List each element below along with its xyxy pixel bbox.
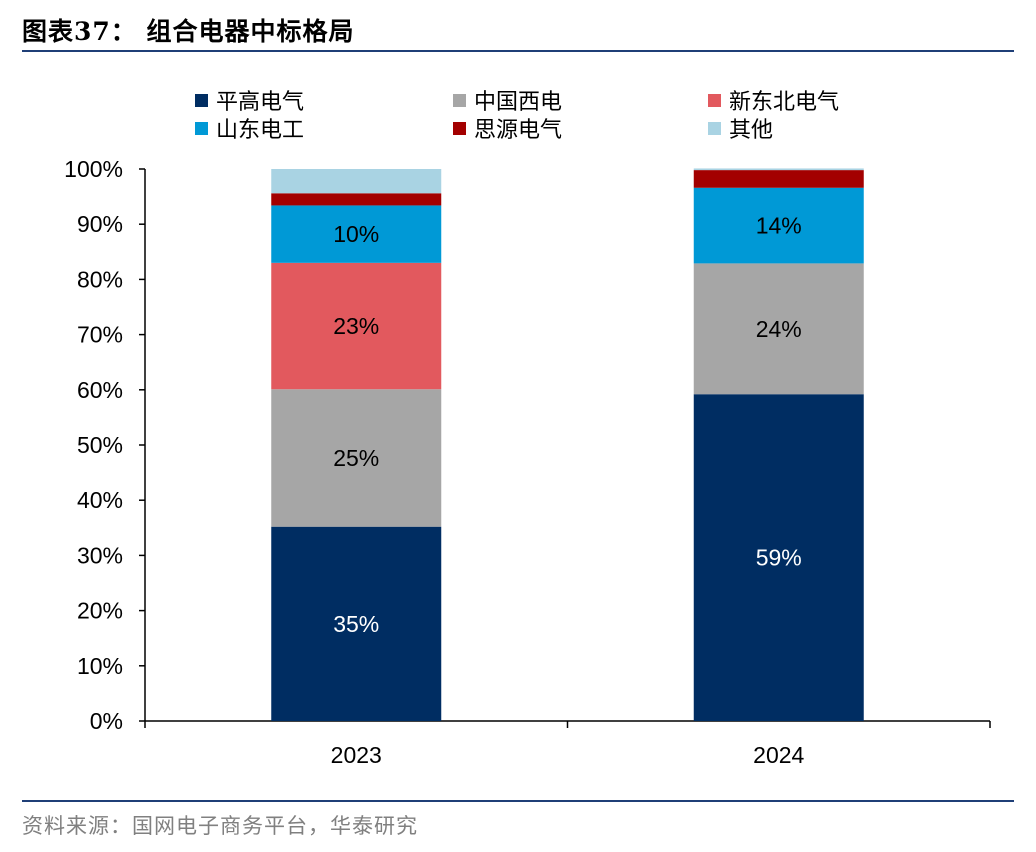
data-label: 14%	[756, 213, 802, 239]
legend-swatch	[708, 93, 721, 107]
x-tick-label: 2024	[753, 742, 804, 768]
legend-swatch	[453, 121, 466, 135]
legend-item-xindongbei: 新东北电气	[708, 84, 839, 116]
data-label: 35%	[333, 611, 379, 637]
y-tick-label: 50%	[77, 432, 123, 458]
data-label: 10%	[333, 221, 379, 247]
y-tick-label: 0%	[90, 708, 123, 734]
y-tick-label: 60%	[77, 377, 123, 403]
legend-item-other: 其他	[708, 112, 773, 144]
legend-swatch	[195, 93, 208, 107]
bottom-rule	[22, 800, 1014, 802]
bar-segment	[271, 169, 442, 194]
data-label: 23%	[333, 313, 379, 339]
y-tick-label: 100%	[64, 156, 123, 182]
legend-label: 思源电气	[474, 118, 563, 143]
legend-swatch	[195, 121, 208, 135]
y-tick-label: 80%	[77, 266, 123, 292]
bar-segment	[271, 193, 442, 206]
bar-segment	[693, 170, 864, 188]
bar-segment	[271, 205, 442, 263]
legend-label: 新东北电气	[729, 90, 840, 115]
bar-segment	[693, 394, 864, 721]
legend-swatch	[708, 121, 721, 135]
y-tick-label: 90%	[77, 211, 123, 237]
x-tick-label: 2023	[331, 742, 382, 768]
top-rule	[22, 50, 1014, 52]
legend-item-pinggao: 平高电气	[195, 84, 304, 116]
legend-item-shandong: 山东电工	[195, 112, 304, 144]
y-tick-label: 30%	[77, 542, 123, 568]
y-tick-label: 70%	[77, 322, 123, 348]
legend-label: 平高电气	[216, 90, 305, 115]
legend-item-siyuan: 思源电气	[453, 112, 562, 144]
bar-segment	[271, 262, 442, 390]
legend-label: 中国西电	[474, 90, 563, 115]
bar-segment	[271, 526, 442, 721]
y-tick-label: 10%	[77, 653, 123, 679]
bar-segment	[693, 263, 864, 395]
legend-item-xidian: 中国西电	[453, 84, 562, 116]
data-label: 25%	[333, 445, 379, 471]
figure-title: 图表37： 组合电器中标格局	[22, 17, 355, 46]
legend-label: 山东电工	[216, 118, 305, 143]
bar-segment	[693, 187, 864, 264]
legend-label: 其他	[729, 118, 774, 143]
data-label: 59%	[756, 545, 802, 571]
data-label: 24%	[756, 316, 802, 342]
bar-segment	[693, 168, 864, 171]
y-tick-label: 40%	[77, 487, 123, 513]
stacked-bar-chart: 0% 10% 20% 30% 40% 50% 60% 70% 80% 90% 100% 35% 25% 2…	[64, 156, 991, 768]
legend-swatch	[453, 93, 466, 107]
source-note: 资料来源：国网电子商务平台，华泰研究	[22, 814, 418, 838]
bar-segment	[271, 389, 442, 527]
y-tick-label: 20%	[77, 598, 123, 624]
